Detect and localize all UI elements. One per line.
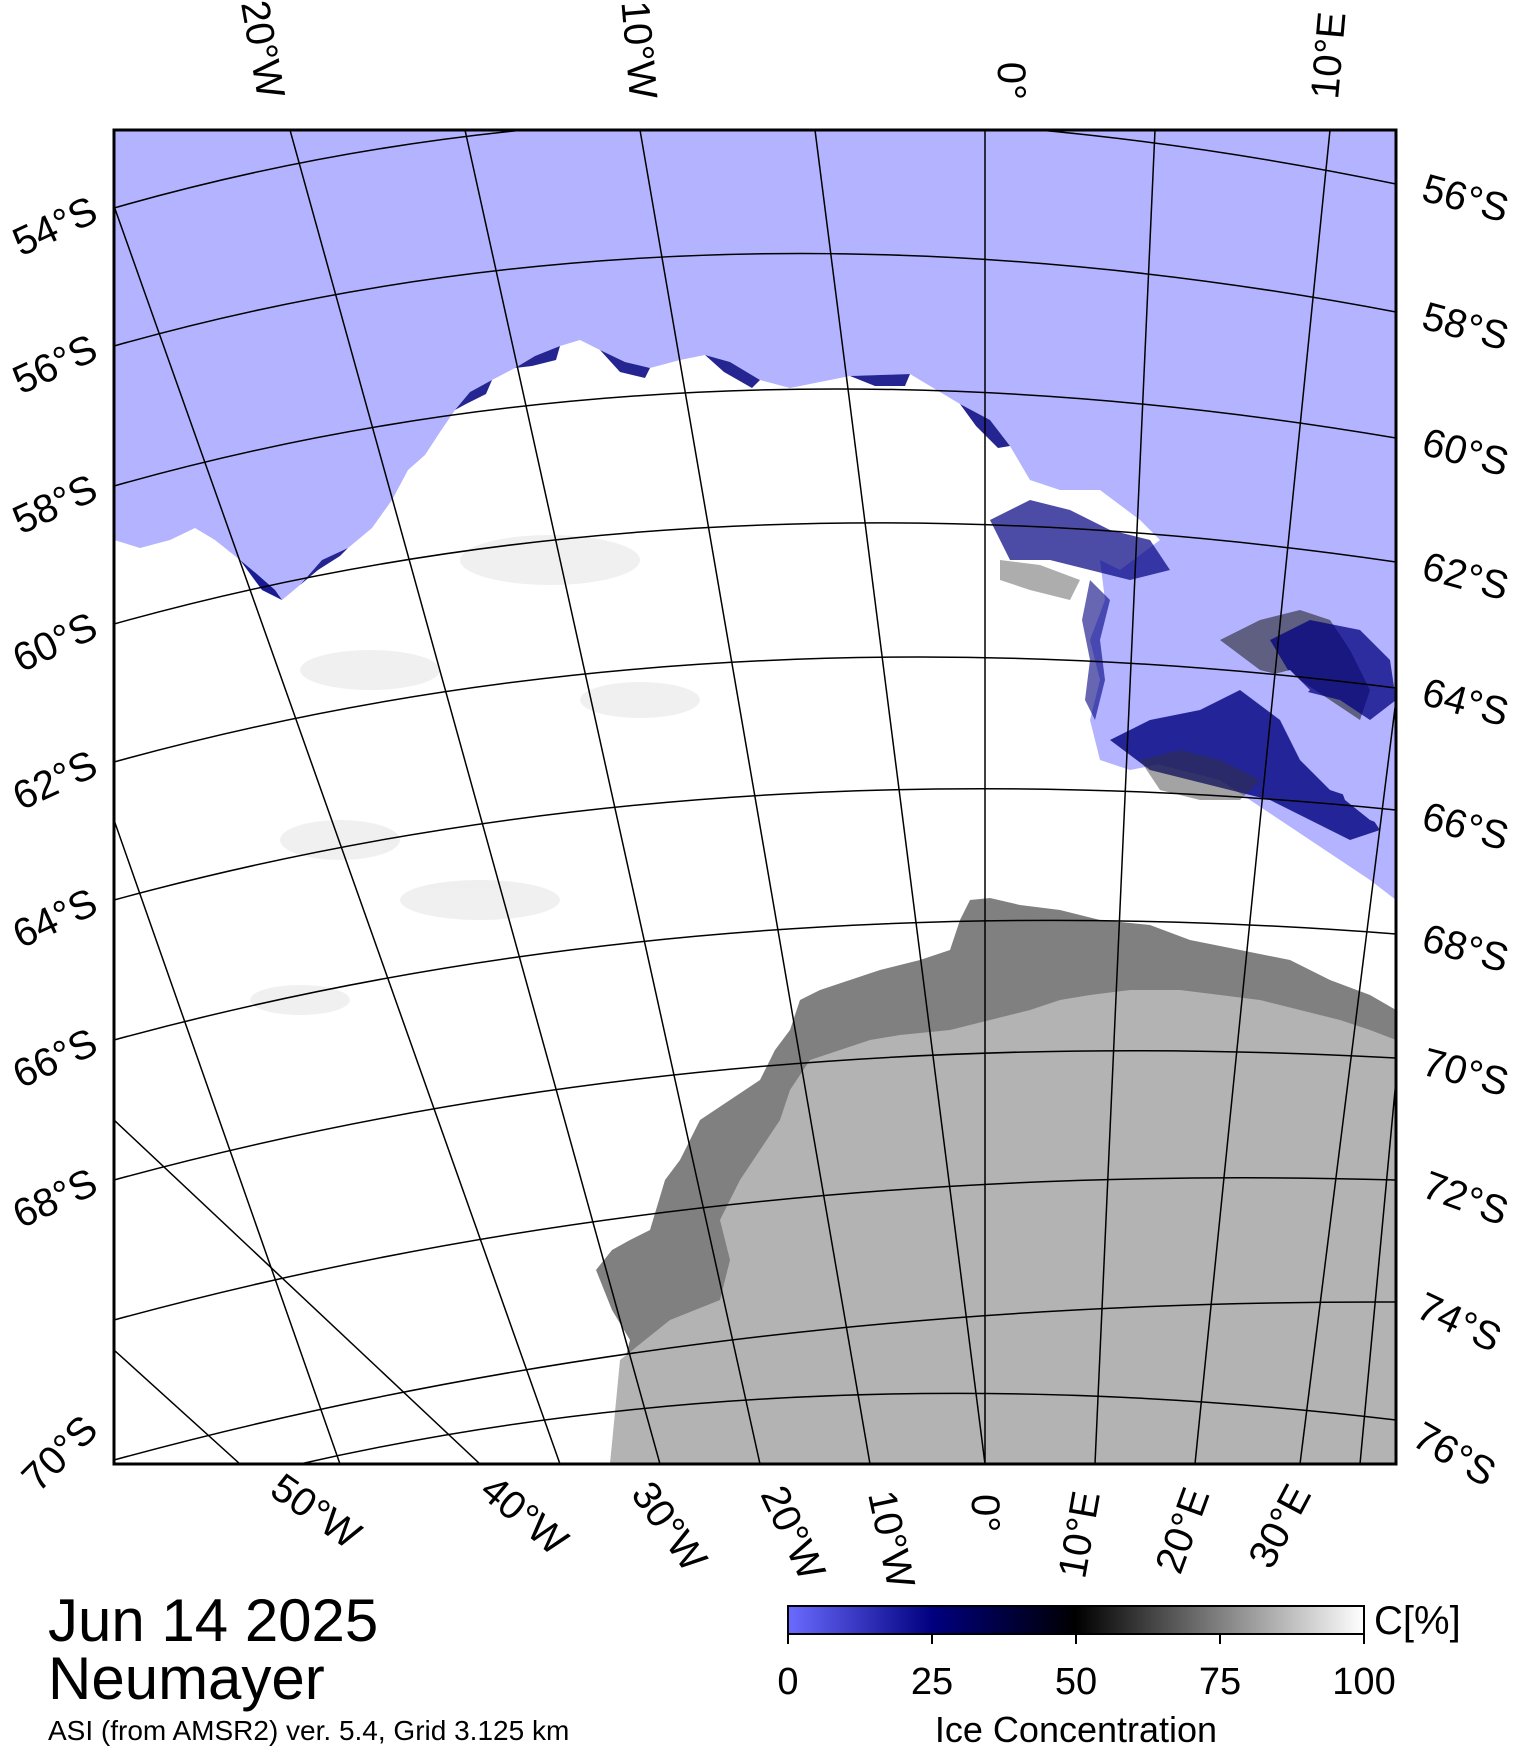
top-lon-label: 0°	[989, 62, 1033, 100]
left-lat-label: 66°S	[6, 1020, 104, 1097]
left-lat-label: 54°S	[6, 188, 104, 265]
station-name: Neumayer	[48, 1645, 325, 1712]
right-lat-label: 56°S	[1418, 166, 1514, 231]
colorbar-label: Ice Concentration	[935, 1709, 1217, 1750]
continent-land	[610, 990, 1396, 1464]
graticule-meridians	[114, 130, 1396, 1464]
right-lat-label: 66°S	[1418, 794, 1514, 859]
colorbar-tick-label: 100	[1332, 1661, 1395, 1703]
colorbar-ticks	[787, 1634, 1365, 1644]
top-lon-label: 20°W	[232, 0, 292, 102]
ice-texture	[250, 535, 700, 1015]
right-lat-label: 58°S	[1418, 294, 1514, 359]
map-date: Jun 14 2025	[48, 1587, 379, 1654]
colorbar-tick-label: 75	[1199, 1661, 1241, 1703]
left-lat-label: 56°S	[6, 326, 104, 403]
bottom-longitude-labels: 50°W 40°W 30°W 20°W 10°W 0° 10°E 20°E 30…	[263, 1465, 1320, 1592]
marginal-ice-zone	[240, 346, 1010, 600]
left-lat-label: 68°S	[6, 1160, 104, 1237]
bottom-lon-label: 30°W	[623, 1474, 716, 1580]
bottom-lon-label: 20°W	[752, 1479, 834, 1587]
left-lat-label: 70°S	[14, 1407, 107, 1500]
colorbar-tick-label: 25	[911, 1661, 953, 1703]
right-lat-label: 72°S	[1417, 1163, 1514, 1234]
colorbar-tick-label: 0	[777, 1661, 798, 1703]
left-lat-label: 58°S	[6, 466, 104, 543]
left-lat-label: 64°S	[6, 880, 104, 957]
top-lon-label: 10°W	[612, 0, 664, 101]
colorbar-unit: C[%]	[1374, 1599, 1461, 1643]
right-lat-label: 64°S	[1418, 670, 1514, 735]
map-frame	[112, 128, 1398, 1466]
right-lat-label: 74°S	[1410, 1284, 1508, 1361]
top-lon-label: 10°E	[1303, 10, 1354, 101]
colorbar-tick-label: 50	[1055, 1661, 1097, 1703]
bottom-lon-label: 40°W	[472, 1467, 576, 1564]
bottom-lon-label: 10°W	[859, 1487, 923, 1592]
bottom-lon-label: 20°E	[1147, 1482, 1218, 1579]
left-lat-label: 60°S	[6, 604, 104, 681]
bottom-lon-label: 0°	[963, 1494, 1007, 1532]
left-latitude-labels: 54°S 56°S 58°S 60°S 62°S 64°S 66°S 68°S …	[6, 188, 106, 1500]
right-lat-label: 62°S	[1418, 544, 1514, 609]
title-block: Jun 14 2025 Neumayer ASI (from AMSR2) ve…	[48, 1587, 570, 1748]
right-lat-label: 70°S	[1418, 1040, 1514, 1105]
eastern-broken-ice	[990, 500, 1396, 840]
right-lat-label: 68°S	[1418, 916, 1514, 981]
bottom-lon-label: 50°W	[263, 1465, 369, 1558]
product-description: ASI (from AMSR2) ver. 5.4, Grid 3.125 km	[48, 1715, 570, 1746]
right-lat-label: 76°S	[1406, 1414, 1503, 1496]
colorbar-gradient	[787, 1605, 1365, 1635]
top-longitude-labels: 20°W 10°W 0° 10°E	[232, 0, 1354, 102]
graticule-parallels	[114, 130, 1396, 1464]
bottom-lon-label: 30°E	[1240, 1478, 1320, 1576]
right-latitude-labels: 56°S 58°S 60°S 62°S 64°S 66°S 68°S 70°S …	[1406, 166, 1514, 1495]
left-lat-label: 62°S	[6, 742, 104, 819]
bottom-lon-label: 10°E	[1050, 1488, 1108, 1581]
right-lat-label: 60°S	[1418, 420, 1514, 485]
colorbar: C[%] 0 25 50 75 100 Ice Concentration	[777, 1599, 1460, 1750]
